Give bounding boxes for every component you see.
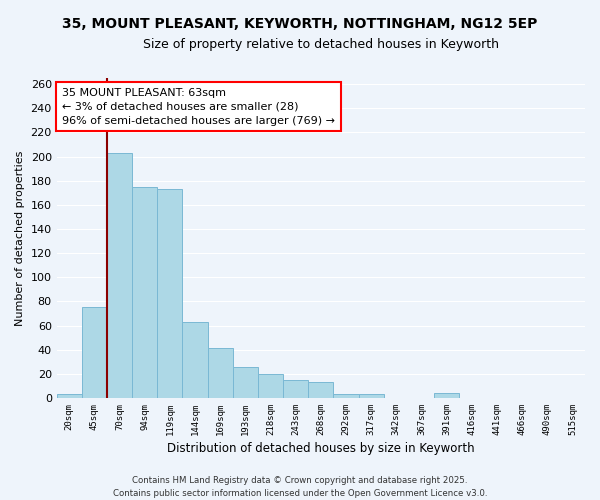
Bar	[359, 394, 384, 398]
Text: Contains HM Land Registry data © Crown copyright and database right 2025.
Contai: Contains HM Land Registry data © Crown c…	[113, 476, 487, 498]
Bar	[208, 348, 233, 398]
Bar	[182, 322, 208, 398]
Bar	[82, 308, 107, 398]
Bar	[283, 380, 308, 398]
Bar	[233, 366, 258, 398]
Bar	[308, 382, 334, 398]
Title: Size of property relative to detached houses in Keyworth: Size of property relative to detached ho…	[143, 38, 499, 51]
Bar	[107, 153, 132, 398]
Text: 35, MOUNT PLEASANT, KEYWORTH, NOTTINGHAM, NG12 5EP: 35, MOUNT PLEASANT, KEYWORTH, NOTTINGHAM…	[62, 18, 538, 32]
Text: 35 MOUNT PLEASANT: 63sqm
← 3% of detached houses are smaller (28)
96% of semi-de: 35 MOUNT PLEASANT: 63sqm ← 3% of detache…	[62, 88, 335, 126]
Bar	[56, 394, 82, 398]
Bar	[157, 189, 182, 398]
Bar	[132, 186, 157, 398]
Bar	[434, 393, 459, 398]
Bar	[334, 394, 359, 398]
Y-axis label: Number of detached properties: Number of detached properties	[15, 150, 25, 326]
X-axis label: Distribution of detached houses by size in Keyworth: Distribution of detached houses by size …	[167, 442, 475, 455]
Bar	[258, 374, 283, 398]
